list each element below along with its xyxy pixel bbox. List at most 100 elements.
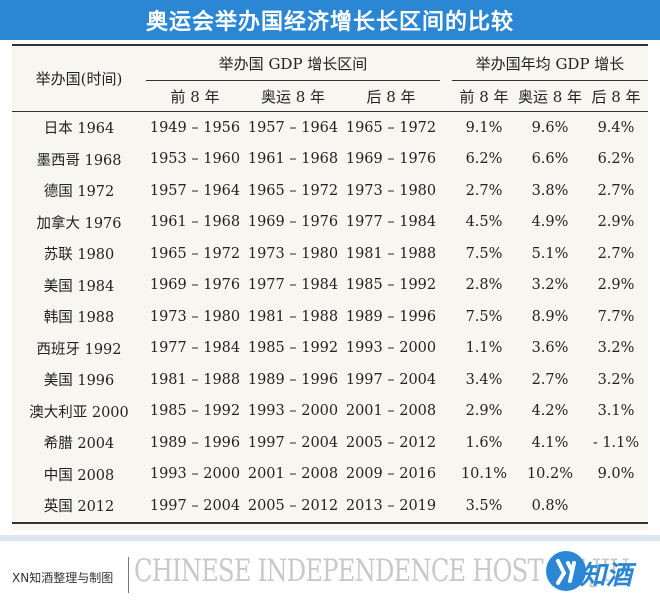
- host-cell: 西班牙 1992: [36, 341, 122, 358]
- period-cell: 1961 – 1968: [149, 214, 241, 231]
- period-cell: 2013 – 2019: [342, 490, 440, 524]
- host-cell: 中国 2008: [43, 467, 115, 484]
- growth-cell: - 1.1%: [592, 434, 640, 451]
- column-gap: [440, 301, 452, 333]
- host-cell: 墨西哥 1968: [36, 152, 122, 169]
- sub-header: 后 8 年: [584, 80, 648, 112]
- growth-cell: 9.4%: [597, 119, 635, 136]
- period-cell: 1981 – 1988: [345, 245, 437, 262]
- growth-cell: 4.5%: [465, 214, 503, 231]
- growth-cell: 6.2%: [597, 151, 635, 168]
- column-gap: [440, 459, 452, 491]
- period-cell: 1985 – 1992: [247, 340, 339, 357]
- period-cell: 1977 – 1984: [149, 340, 241, 357]
- growth-cell: 7.5%: [465, 308, 503, 325]
- page-title: 奥运会举办国经济增长长区间的比较: [145, 10, 514, 35]
- period-cell: 1985 – 1992: [345, 277, 437, 294]
- growth-cell: 9.0%: [597, 466, 635, 483]
- avg-growth-header: 举办国年均 GDP 增长: [452, 45, 648, 81]
- growth-cell: 4.9%: [531, 214, 569, 231]
- period-cell: 1969 – 1976: [149, 277, 241, 294]
- period-cell: 2005 – 2012: [244, 490, 342, 524]
- growth-cell: 3.1%: [597, 403, 635, 420]
- growth-cell: 3.2%: [597, 371, 635, 388]
- growth-cell: 2.7%: [531, 371, 569, 388]
- growth-cell: [584, 490, 648, 524]
- host-cell: 韩国 1988: [43, 310, 115, 327]
- column-gap: [440, 112, 452, 144]
- period-cell: 1977 – 1984: [345, 214, 437, 231]
- period-cell: 1957 – 1964: [247, 119, 339, 136]
- host-cell: 美国 1996: [43, 373, 115, 390]
- growth-cell: 2.9%: [597, 214, 635, 231]
- host-cell: 澳大利亚 2000: [29, 404, 129, 421]
- period-cell: 2005 – 2012: [345, 434, 437, 451]
- host-cell: 希腊 2004: [43, 436, 115, 453]
- growth-cell: 3.2%: [597, 340, 635, 357]
- table-row: 加拿大 1976 1961 – 1968 1969 – 1976 1977 – 198…: [12, 207, 648, 239]
- growth-cell: 6.6%: [531, 151, 569, 168]
- sub-header: 奥运 8 年: [244, 80, 342, 112]
- sub-header: 前 8 年: [452, 80, 516, 112]
- column-gap: [440, 396, 452, 428]
- period-cell: 1981 – 1988: [247, 308, 339, 325]
- table-row: 苏联 1980 1965 – 1972 1973 – 1980 1981 – 1988…: [12, 238, 648, 270]
- logo-badge-icon: [546, 551, 586, 591]
- brand-logo: 知酒: [546, 549, 654, 595]
- host-cell: 英国 2012: [12, 490, 146, 524]
- period-cell: 1973 – 1980: [345, 182, 437, 199]
- sub-header: 奥运 8 年: [516, 80, 584, 112]
- growth-cell: 3.8%: [531, 182, 569, 199]
- period-cell: 1989 – 1996: [149, 434, 241, 451]
- growth-cell: 6.2%: [465, 151, 503, 168]
- table-row: 美国 1996 1981 – 1988 1989 – 1996 1997 – 2004…: [12, 364, 648, 396]
- period-cell: 1993 – 2000: [149, 466, 241, 483]
- period-cell: 2001 – 2008: [345, 403, 437, 420]
- period-cell: 2009 – 2016: [345, 466, 437, 483]
- title-banner: 奥运会举办国经济增长长区间的比较: [0, 0, 660, 40]
- growth-cell: 2.7%: [465, 182, 503, 199]
- period-cell: 1965 – 1972: [345, 119, 437, 136]
- growth-cell: 1.1%: [465, 340, 503, 357]
- growth-cell: 3.2%: [531, 277, 569, 294]
- host-cell: 美国 1984: [43, 278, 115, 295]
- table-row: 英国 2012 1997 – 2004 2005 – 2012 2013 – 2019…: [12, 490, 648, 524]
- column-gap: [440, 175, 452, 207]
- growth-cell: 7.5%: [465, 245, 503, 262]
- period-cell: 1969 – 1976: [247, 214, 339, 231]
- credit-text: XN知酒整理与制图: [12, 571, 114, 585]
- period-cell: 1949 – 1956: [149, 119, 241, 136]
- period-cell: 1993 – 2000: [345, 340, 437, 357]
- period-cell: 1993 – 2000: [247, 403, 339, 420]
- growth-cell: 2.9%: [465, 403, 503, 420]
- footer: XN知酒整理与制图 CHINESE INDEPENDENCE HOST OF J…: [0, 535, 660, 605]
- period-cell: 1985 – 1992: [149, 403, 241, 420]
- footer-rule: [0, 535, 660, 541]
- growth-cell: 0.8%: [516, 490, 584, 524]
- sub-header: 后 8 年: [342, 80, 440, 112]
- period-cell: 1973 – 1980: [247, 245, 339, 262]
- period-cell: 1965 – 1972: [247, 182, 339, 199]
- comparison-table: 举办国(时间) 举办国 GDP 增长区间 举办国年均 GDP 增长 前 8 年 …: [12, 44, 648, 524]
- column-gap: [440, 144, 452, 176]
- growth-cell: 2.7%: [597, 245, 635, 262]
- column-gap: [440, 207, 452, 239]
- host-cell: 苏联 1980: [43, 247, 115, 264]
- column-gap: [440, 427, 452, 459]
- host-cell: 德国 1972: [43, 184, 115, 201]
- sub-header: 前 8 年: [146, 80, 244, 112]
- period-cell: 1997 – 2004: [146, 490, 244, 524]
- column-gap: [440, 333, 452, 365]
- growth-cell: 4.1%: [531, 434, 569, 451]
- host-cell: 日本 1964: [43, 121, 115, 138]
- period-cell: 1961 – 1968: [247, 151, 339, 168]
- period-cell: 1957 – 1964: [149, 182, 241, 199]
- period-cell: 1997 – 2004: [247, 434, 339, 451]
- period-cell: 1989 – 1996: [345, 308, 437, 325]
- table-row: 墨西哥 1968 1953 – 1960 1961 – 1968 1969 – 197…: [12, 144, 648, 176]
- growth-cell: 2.7%: [597, 182, 635, 199]
- growth-cell: 7.7%: [597, 308, 635, 325]
- growth-cell: 5.1%: [531, 245, 569, 262]
- table-row: 中国 2008 1993 – 2000 2001 – 2008 2009 – 2016…: [12, 459, 648, 491]
- period-cell: 1965 – 1972: [149, 245, 241, 262]
